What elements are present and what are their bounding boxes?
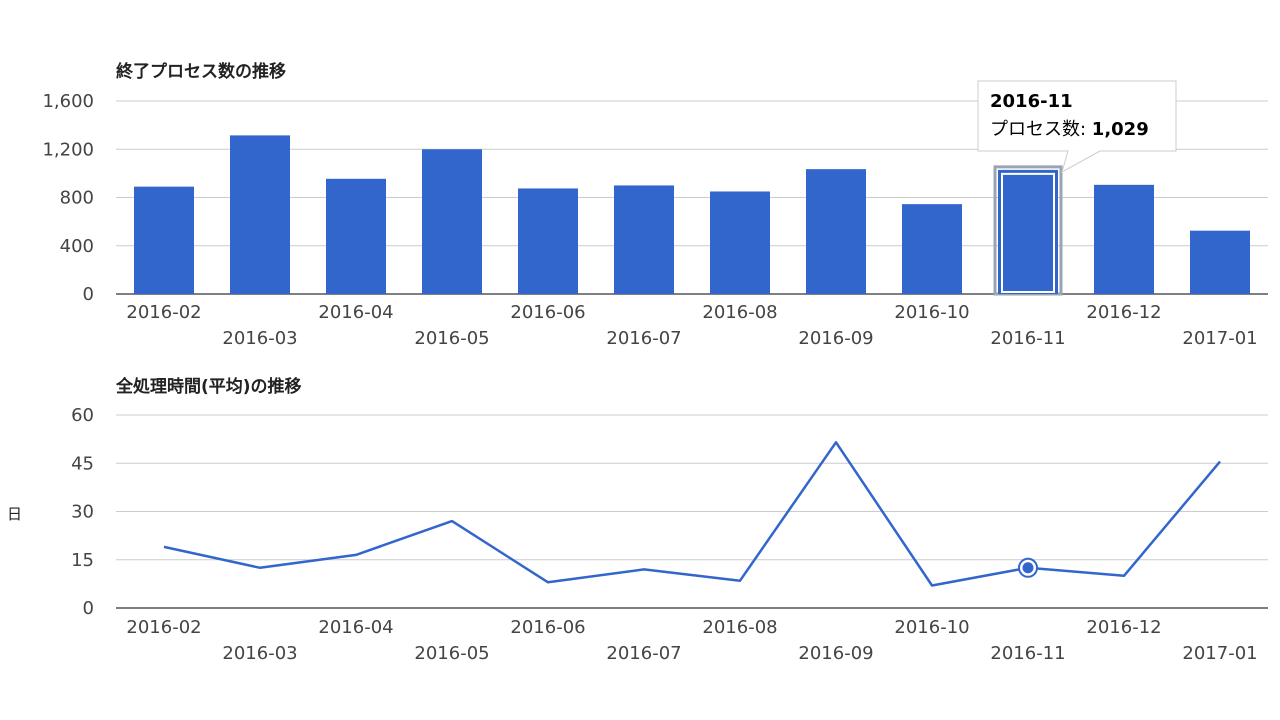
bar-chart-y-tick-label: 800 — [60, 188, 94, 209]
bar-chart-x-ticks: 2016-02 2016-03 2016-04 2016-05 2016-06 2016-… — [126, 302, 1257, 349]
line-chart-x-tick-label: 2016-06 — [510, 617, 585, 638]
line-chart-x-tick-label: 2016-09 — [798, 643, 873, 664]
bar-chart-y-tick-label: 1,600 — [42, 91, 94, 112]
bar-chart-y-tick-label: 400 — [60, 236, 94, 257]
line-chart-y-ticks: 0 15 30 45 60 — [71, 405, 94, 619]
tooltip-date: 2016-11 — [990, 91, 1073, 112]
bar-chart-y-tick-label: 1,200 — [42, 139, 94, 160]
line-point — [451, 520, 453, 522]
line-point — [259, 567, 261, 569]
line-series — [163, 441, 1221, 587]
line-chart-y-axis-label: 日 — [7, 505, 22, 523]
bar-chart-x-tick-label: 2016-08 — [702, 302, 777, 323]
line-chart-x-tick-label: 2016-11 — [990, 643, 1065, 664]
line-chart-title: 全処理時間(平均)の推移 — [115, 376, 302, 397]
bar-chart-x-tick-label: 2016-10 — [894, 302, 969, 323]
line-point — [547, 581, 549, 583]
bar — [1094, 184, 1154, 294]
bar-chart-x-tick-label: 2016-02 — [126, 302, 201, 323]
line-point — [163, 546, 165, 548]
bar — [326, 178, 386, 294]
tooltip-label: プロセス数: — [990, 119, 1092, 140]
bar-chart-x-tick-label: 2016-05 — [414, 328, 489, 349]
line-chart-x-tick-label: 2016-08 — [702, 617, 777, 638]
line-chart-grid — [116, 414, 1268, 609]
tooltip-text: プロセス数: 1,029 — [990, 119, 1149, 140]
line-point — [931, 584, 933, 586]
bar — [902, 204, 962, 294]
line-chart-y-tick-label: 30 — [71, 502, 94, 523]
bar-chart-title: 終了プロセス数の推移 — [116, 61, 286, 82]
line-point — [643, 568, 645, 570]
line-chart-series — [163, 441, 1221, 587]
line-point — [1123, 575, 1125, 577]
line-chart-x-tick-label: 2016-02 — [126, 617, 201, 638]
bar-chart-x-tick-label: 2016-11 — [990, 328, 1065, 349]
line-point — [1022, 562, 1034, 574]
bar — [998, 169, 1058, 294]
bar-chart-x-tick-label: 2016-03 — [222, 328, 297, 349]
line-point — [355, 554, 357, 556]
bar-chart-x-tick-label: 2016-07 — [606, 328, 681, 349]
line-point — [835, 441, 837, 443]
line-chart-x-tick-label: 2016-12 — [1086, 617, 1161, 638]
line-point — [1219, 461, 1221, 463]
tooltip-box — [977, 80, 1177, 174]
line-chart-x-tick-label: 2016-10 — [894, 617, 969, 638]
line-chart-x-tick-label: 2016-04 — [318, 617, 393, 638]
bar-chart-y-ticks: 0 400 800 1,200 1,600 — [42, 91, 94, 305]
line-chart-x-tick-label: 2016-03 — [222, 643, 297, 664]
bar-chart-x-tick-label: 2017-01 — [1182, 328, 1257, 349]
bar — [134, 186, 194, 294]
line-point — [739, 580, 741, 582]
line-chart-y-tick-label: 0 — [83, 598, 94, 619]
bar — [518, 188, 578, 294]
line-chart-x-ticks: 2016-02 2016-03 2016-04 2016-05 2016-06 2016-… — [126, 617, 1257, 664]
bar — [710, 191, 770, 294]
bar-tooltip: 2016-11 プロセス数: 1,029 — [977, 80, 1177, 174]
line-chart-y-tick-label: 60 — [71, 405, 94, 426]
bar — [422, 149, 482, 294]
bar — [614, 185, 674, 294]
bar-chart-y-tick-label: 0 — [83, 284, 94, 305]
bar-highlight-inner — [1001, 172, 1055, 293]
line-chart-y-tick-label: 15 — [71, 550, 94, 571]
line-chart-y-tick-label: 45 — [71, 453, 94, 474]
bar-chart-bars — [134, 135, 1250, 296]
bar-chart-x-tick-label: 2016-12 — [1086, 302, 1161, 323]
bar — [806, 169, 866, 294]
bar — [230, 135, 290, 294]
tooltip-value: 1,029 — [1092, 119, 1149, 140]
bar-chart-x-tick-label: 2016-04 — [318, 302, 393, 323]
bar-chart-x-tick-label: 2016-06 — [510, 302, 585, 323]
line-chart-x-tick-label: 2016-07 — [606, 643, 681, 664]
line-chart-x-tick-label: 2016-05 — [414, 643, 489, 664]
bar-chart-x-tick-label: 2016-09 — [798, 328, 873, 349]
bar — [1190, 230, 1250, 294]
line-chart-x-tick-label: 2017-01 — [1182, 643, 1257, 664]
